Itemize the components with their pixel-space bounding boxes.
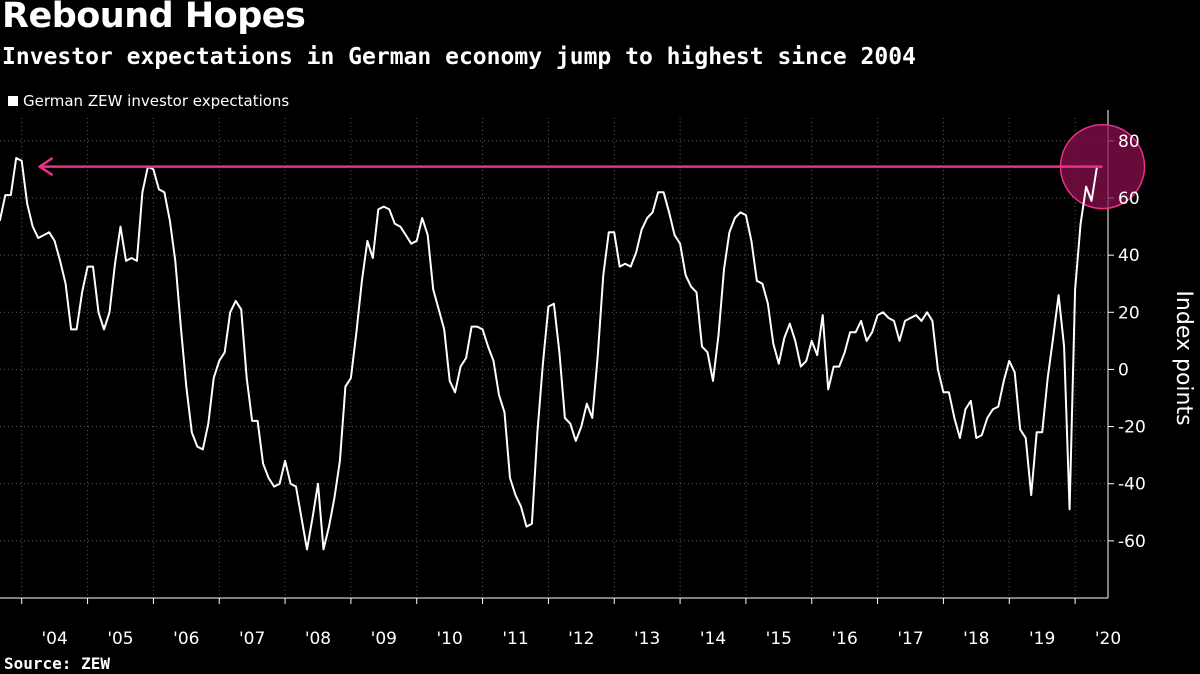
- x-tick-label: '16: [832, 629, 858, 649]
- chart-subtitle: Investor expectations in German economy …: [2, 44, 916, 70]
- x-tick-label: '13: [634, 629, 660, 649]
- y-tick-label: 80: [1118, 132, 1140, 152]
- x-tick-label: '04: [41, 629, 67, 649]
- x-tick-label: '06: [173, 629, 199, 649]
- y-tick-label: -60: [1118, 532, 1146, 552]
- x-tick-label: '14: [700, 629, 726, 649]
- source-note: Source: ZEW: [4, 654, 110, 673]
- x-tick-label: '12: [568, 629, 594, 649]
- axes: [0, 110, 1114, 604]
- y-tick-label: 20: [1118, 303, 1140, 323]
- grid: [0, 118, 1108, 598]
- legend-swatch: [8, 96, 18, 106]
- x-tick-label: '09: [371, 629, 397, 649]
- annotations-front: [37, 157, 1103, 176]
- y-tick-label: -20: [1118, 418, 1146, 438]
- series: [0, 157, 1098, 551]
- x-tick-label: '08: [305, 629, 331, 649]
- y-tick-label: 40: [1118, 246, 1140, 266]
- x-tick-label: '20: [1095, 629, 1121, 649]
- x-tick-label: '07: [239, 629, 265, 649]
- legend-label: German ZEW investor expectations: [23, 92, 290, 110]
- y-axis-title: Index points: [1171, 290, 1196, 425]
- y-tick-label: 0: [1118, 360, 1129, 380]
- x-tick-label: '11: [502, 629, 528, 649]
- x-tick-label: '15: [766, 629, 792, 649]
- legend: German ZEW investor expectations: [8, 92, 289, 110]
- y-tick-label: 60: [1118, 189, 1140, 209]
- arrow-head-icon: [37, 157, 53, 176]
- x-tick-label: '17: [897, 629, 923, 649]
- y-tick-label: -40: [1118, 475, 1146, 495]
- series-line: [0, 157, 1098, 551]
- chart-title: Rebound Hopes: [2, 0, 306, 36]
- x-tick-label: '18: [963, 629, 989, 649]
- x-tick-label: '05: [107, 629, 133, 649]
- x-tick-label: '19: [1029, 629, 1055, 649]
- tick-labels: -60 -40 -20 0 20 40 60 80 '04 '05 '06 '07 '08 '09 '10 '…: [41, 132, 1196, 649]
- x-tick-label: '10: [436, 629, 462, 649]
